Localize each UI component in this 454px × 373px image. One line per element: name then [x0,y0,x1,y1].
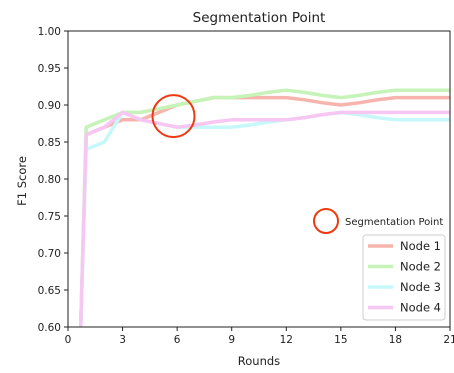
y-tick-label: 0.95 [38,63,61,75]
legend-segmentation-label: Segmentation Point [345,217,443,228]
y-tick-label: 0.70 [38,248,61,260]
legend-segmentation-point: Segmentation Point [313,208,443,234]
y-axis-label: F1 Score [15,156,29,206]
plot-layer: 0 3 6 9 12 15 18 21 0.60 0.65 0.70 0.75 0.80 0.85 0.90… [38,26,454,346]
y-tick-label: 0.65 [38,285,61,297]
series-line-node-4 [78,110,450,327]
x-tick-label: 6 [174,334,181,346]
x-tick-label: 21 [443,334,454,346]
chart-title: Segmentation Point [193,10,326,26]
x-tick-label: 9 [228,334,235,346]
legend-label-node-1: Node 1 [400,239,441,253]
x-tick-label: 3 [119,334,126,346]
legend-box [362,234,446,321]
x-tick-label: 0 [65,334,72,346]
legend-label-node-4: Node 4 [400,301,441,315]
x-tick-label: 18 [389,334,402,346]
legend: Node 1 Node 2 Node 3 Node 4 [362,234,446,321]
y-tick-label: 0.90 [38,100,61,112]
y-tick-label: 1.00 [38,26,61,38]
segmentation-point-marker [151,94,196,139]
legend-label-node-2: Node 2 [400,260,441,274]
x-tick-label: 12 [280,334,293,346]
y-tick-label: 0.60 [38,322,61,334]
legend-label-node-3: Node 3 [400,280,441,294]
y-tick-label: 0.80 [38,174,61,186]
x-axis-label: Rounds [238,354,280,368]
series-line-node-1 [78,95,450,327]
legend-segmentation-marker [313,208,339,234]
series-line-node-2 [78,88,450,327]
y-tick-label: 0.85 [38,137,61,149]
x-tick-label: 15 [334,334,347,346]
series-lines [78,88,450,327]
y-tick-label: 0.75 [38,211,61,223]
